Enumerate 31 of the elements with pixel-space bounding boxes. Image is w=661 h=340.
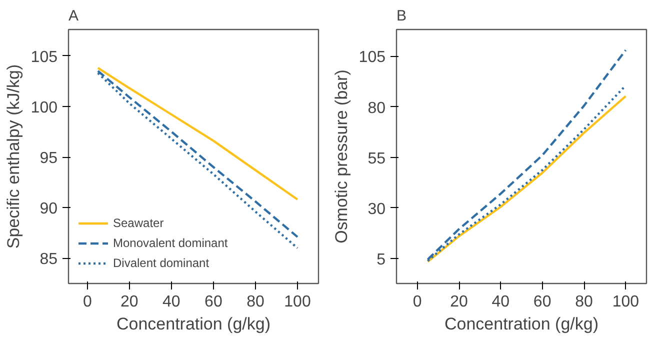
x-tick-label: 40 [162, 294, 180, 310]
x-tick-label: 40 [492, 294, 510, 310]
y-tick-label: 105 [30, 48, 58, 66]
y-tick-label: 95 [40, 150, 58, 168]
chart-title: A [68, 8, 79, 24]
x-tick-label: 60 [533, 294, 552, 310]
x-axis-title: Concentration (g/kg) [116, 314, 271, 334]
x-tick-label: 60 [204, 294, 222, 310]
y-tick-label: 30 [368, 200, 386, 218]
x-tick-label: 0 [82, 294, 92, 310]
x-tick-label: 100 [284, 294, 311, 310]
x-tick-label: 0 [412, 294, 422, 310]
x-axis-title: Concentration (g/kg) [444, 314, 599, 334]
y-axis-title: Specific enthalpy (kJ/kg) [4, 64, 23, 249]
y-tick-label: 80 [368, 100, 386, 117]
x-tick-label: 20 [120, 294, 138, 310]
x-tick-label: 100 [612, 294, 640, 310]
legend-label: Divalent dominant [113, 256, 210, 270]
y-tick-label: 55 [368, 150, 386, 168]
legend-label: Seawater [113, 216, 164, 230]
chart-title: B [396, 8, 407, 24]
y-tick-label: 100 [30, 99, 58, 116]
y-tick-label: 5 [376, 251, 386, 268]
legend-label: Monovalent dominant [113, 236, 228, 250]
y-tick-label: 90 [40, 200, 58, 218]
x-tick-label: 20 [450, 294, 468, 310]
x-tick-label: 80 [575, 294, 593, 310]
y-axis-title: Osmotic pressure (bar) [332, 70, 351, 244]
x-tick-label: 80 [246, 294, 264, 310]
y-tick-label: 105 [358, 49, 386, 66]
y-tick-label: 85 [40, 251, 58, 268]
